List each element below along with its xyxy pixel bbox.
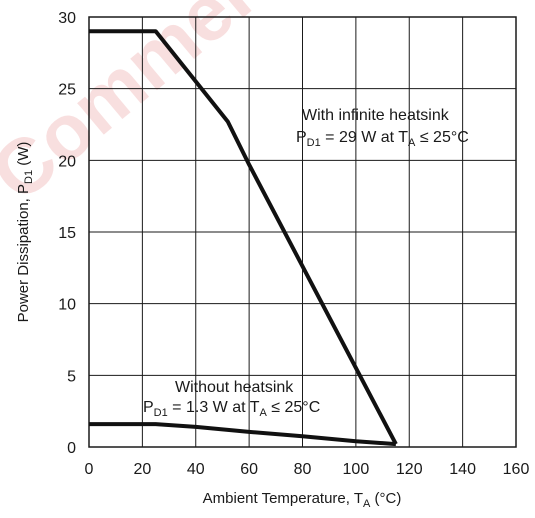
x-tick-label: 100 — [343, 461, 370, 478]
x-tick-label: 120 — [396, 461, 423, 478]
annotation-without-line2: PD1 = 1.3 W at TA ≤ 25°C — [143, 399, 320, 419]
x-axis-label: Ambient Temperature, TA (°C) — [203, 490, 402, 510]
x-tick-label: 140 — [449, 461, 476, 478]
y-tick-label: 30 — [58, 10, 76, 27]
x-tick-label: 80 — [294, 461, 312, 478]
x-tick-label: 160 — [503, 461, 530, 478]
plot-frame — [88, 16, 517, 448]
y-tick-label: 10 — [58, 297, 76, 314]
y-axis-label: Power Dissipation, PD1 (W) — [15, 142, 35, 323]
y-tick-label: 25 — [58, 82, 76, 99]
annotation-infinite-line2: PD1 = 29 W at TA ≤ 25°C — [296, 129, 469, 149]
x-tick-label: 20 — [133, 461, 151, 478]
series — [89, 29, 398, 447]
y-tick-label: 0 — [67, 440, 76, 457]
series-infinite-heatsink-line — [89, 29, 398, 446]
tick-labels: 0 20 40 60 80 100 120 140 160 0 5 10 15 20 25 30 — [58, 10, 529, 478]
x-tick-label: 0 — [85, 461, 94, 478]
x-tick-label: 40 — [187, 461, 205, 478]
x-tick-label: 60 — [240, 461, 258, 478]
y-tick-label: 5 — [67, 368, 76, 385]
annotation-without-line1: Without heatsink — [175, 379, 294, 396]
annotation-infinite-line1: With infinite heatsink — [302, 107, 450, 124]
y-tick-label: 20 — [58, 153, 76, 170]
series-without-heatsink-line — [89, 422, 397, 447]
grid — [89, 17, 516, 447]
y-tick-label: 15 — [58, 225, 76, 242]
